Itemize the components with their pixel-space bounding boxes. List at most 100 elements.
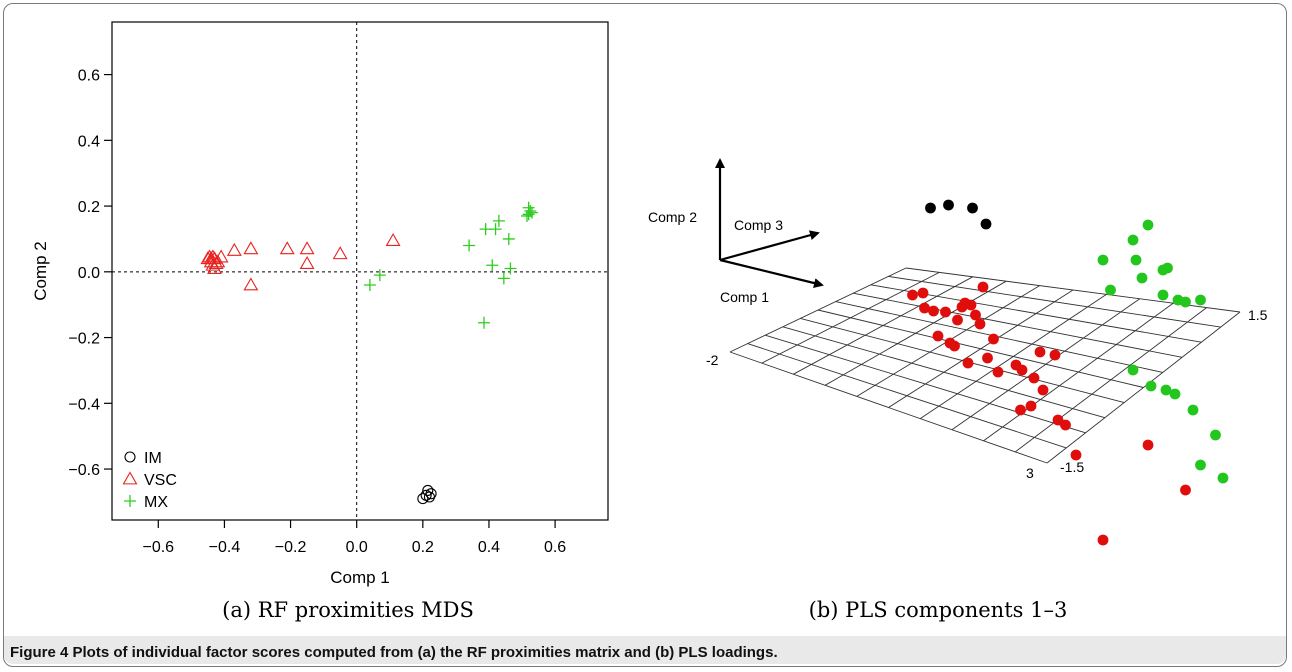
pls-point-green xyxy=(1145,380,1157,392)
plot-a-zero-lines xyxy=(112,22,608,520)
point-mx xyxy=(502,232,515,245)
pls-point-green xyxy=(1127,364,1139,376)
point-vsc xyxy=(299,255,315,270)
plot-a-legend: IM VSC MX xyxy=(122,450,177,511)
point-mx xyxy=(504,262,517,275)
plot-a-y-axis-label: Comp 2 xyxy=(31,241,50,301)
grid-tick-minus-2: -2 xyxy=(706,352,719,368)
pls-point-red xyxy=(928,305,939,317)
pls-point-red xyxy=(982,352,993,364)
point-vsc xyxy=(279,241,295,255)
point-vsc xyxy=(213,249,229,263)
point-vsc xyxy=(207,260,222,274)
grid-tick-3: 3 xyxy=(1026,465,1034,481)
point-im xyxy=(417,493,429,505)
grid-line xyxy=(951,298,1141,431)
pls-point-red xyxy=(1034,346,1046,358)
pls-point-red xyxy=(949,340,960,352)
y-tick-label: 0.6 xyxy=(78,68,100,85)
pls-point-red xyxy=(932,330,944,342)
point-vsc xyxy=(299,241,315,255)
x-tick-label: 0.4 xyxy=(478,539,500,556)
comp1-label: Comp 1 xyxy=(720,289,769,305)
pls-point-green xyxy=(1187,404,1199,416)
plot-a-points xyxy=(200,201,538,505)
pls-point-red xyxy=(974,318,986,330)
y-tick-label: 0.0 xyxy=(78,265,100,282)
point-mx xyxy=(463,239,476,252)
pls-point-red xyxy=(988,333,999,345)
pls-point-red xyxy=(992,366,1004,378)
pls-point-red xyxy=(1142,439,1154,451)
x-tick-label: 0.6 xyxy=(544,539,566,556)
subcaption-a: (a) RF proximities MDS xyxy=(222,598,474,622)
grid-tick-1-5-right: 1.5 xyxy=(1248,307,1268,323)
pls-point-red xyxy=(965,299,977,311)
point-vsc xyxy=(226,242,242,256)
pls-point-red xyxy=(917,287,929,299)
pls-point-green xyxy=(1136,272,1148,284)
point-mx xyxy=(525,206,538,219)
comp2-label: Comp 2 xyxy=(648,209,697,225)
pls-point-red xyxy=(907,289,918,301)
legend-marker-im xyxy=(124,451,136,463)
pls-point-red xyxy=(1070,449,1082,461)
point-mx xyxy=(489,223,502,236)
point-mx xyxy=(478,316,490,329)
grid-line xyxy=(905,267,1241,313)
y-tick-label: −0.6 xyxy=(68,462,100,479)
caption-bar xyxy=(4,636,1286,664)
pls-point-green xyxy=(1097,254,1109,266)
point-mx xyxy=(524,205,537,218)
point-vsc xyxy=(243,277,259,291)
pls-point-red xyxy=(1037,384,1049,396)
x-tick-label: −0.4 xyxy=(209,539,241,556)
point-mx xyxy=(522,208,535,221)
comp1-arrow xyxy=(719,258,824,288)
x-tick-label: 0.2 xyxy=(412,539,434,556)
pls-point-red xyxy=(1060,419,1071,431)
plot-b-grid-plane xyxy=(729,267,1241,464)
pls-point-green xyxy=(1217,472,1229,484)
point-mx xyxy=(492,214,505,227)
pls-point-green xyxy=(1160,384,1172,396)
pls-point-red xyxy=(940,306,951,318)
pls-point-red xyxy=(1097,534,1109,546)
pls-point-red xyxy=(970,309,981,321)
pls-point-black xyxy=(967,202,978,214)
x-tick-label: −0.2 xyxy=(275,539,307,556)
pls-point-green xyxy=(1210,429,1221,441)
y-tick-label: −0.2 xyxy=(68,331,100,348)
pls-point-green xyxy=(1195,294,1206,306)
point-mx xyxy=(520,209,533,222)
grid-line xyxy=(919,294,1107,419)
grid-line xyxy=(1046,311,1241,464)
y-tick-label: 0.4 xyxy=(78,133,100,150)
pls-point-black xyxy=(980,218,992,230)
pls-point-red xyxy=(919,302,930,314)
pls-point-green xyxy=(1142,219,1154,231)
pls-point-green xyxy=(1162,262,1173,274)
grid-line xyxy=(853,292,1183,358)
pls-point-black xyxy=(925,202,936,214)
point-vsc xyxy=(208,255,224,270)
pls-point-green xyxy=(1105,284,1116,296)
pls-point-red xyxy=(977,281,989,293)
point-im xyxy=(422,484,434,496)
grid-line xyxy=(835,301,1163,373)
pls-point-red xyxy=(1049,349,1061,361)
point-vsc xyxy=(243,241,259,255)
grid-line xyxy=(1015,307,1207,453)
figure-caption: Figure 4 Plots of individual factor scor… xyxy=(10,644,778,661)
legend-marker-mx xyxy=(124,495,136,507)
x-tick-label: −0.6 xyxy=(142,539,174,556)
y-tick-label: 0.2 xyxy=(78,199,100,216)
legend-label-mx: MX xyxy=(144,494,168,511)
comp3-label: Comp 3 xyxy=(734,217,783,233)
subcaption-b: (b) PLS components 1–3 xyxy=(809,598,1068,622)
pls-point-green xyxy=(1157,289,1169,301)
comp3-arrow xyxy=(719,230,820,262)
pls-point-black xyxy=(943,199,954,211)
point-mx xyxy=(363,278,376,291)
